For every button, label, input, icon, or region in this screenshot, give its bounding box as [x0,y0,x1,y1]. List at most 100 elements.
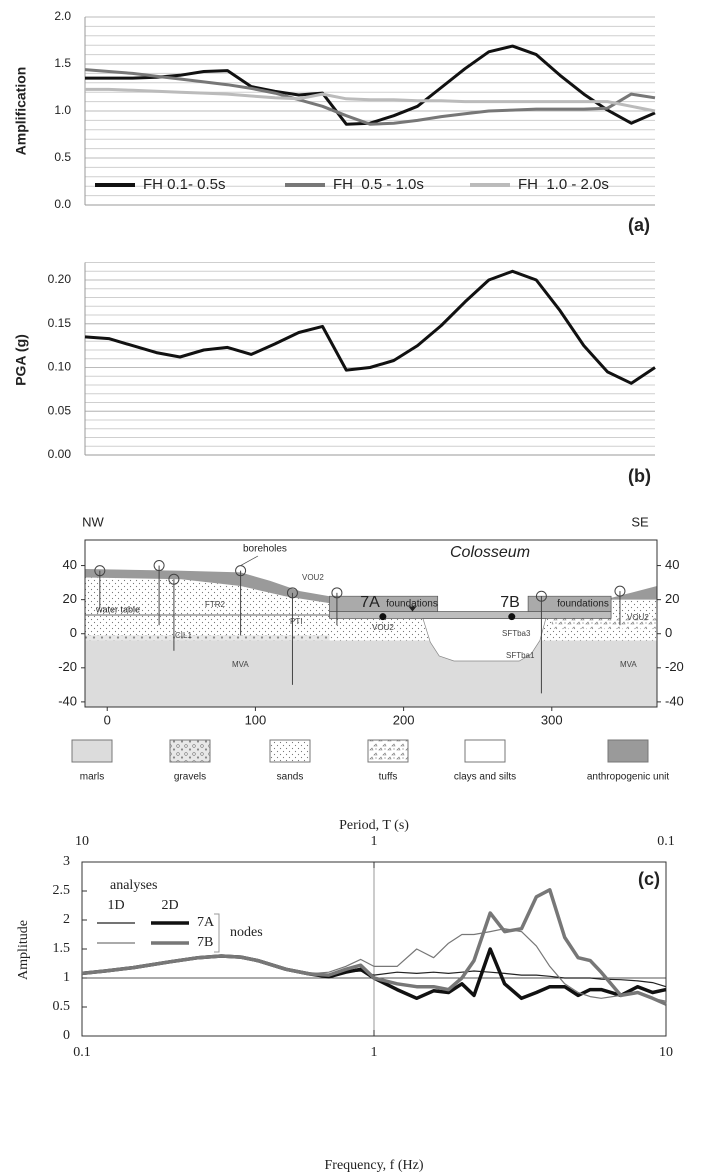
y-tick-label: 3 [63,854,70,869]
legend-label: sands [277,772,304,783]
marls [85,640,657,707]
y-tick-label: 1 [63,970,70,985]
legend-label: FH 0.1- 0.5s [143,176,226,193]
anthropogenic [85,569,330,604]
y-tick-label: 40 [63,557,77,572]
y-axis-title: Amplitude [16,920,31,980]
unit-label: SFTba1 [506,651,535,660]
legend-column: 1D [107,898,124,913]
clays [422,618,547,662]
legend-label: anthropogenic unit [587,772,670,783]
gravels [85,635,330,641]
borehole-head [286,587,298,599]
y-tick-label: 0 [70,625,77,640]
x2-tick-label: 10 [75,834,89,849]
data-line [85,87,656,113]
unit-label: VOU2 [627,613,649,622]
annotation: foundations [386,599,438,610]
data-line [85,44,656,126]
borehole-head [153,560,165,572]
borehole-head [614,585,626,597]
x-tick-label: 200 [393,712,415,727]
y-axis-title: Amplification [13,67,29,156]
y-tick-label: 0.5 [53,999,71,1014]
x-tick-label: 1 [371,1045,378,1060]
anthropogenic [551,586,657,600]
x-tick-label: 0.1 [73,1045,91,1060]
annotation: boreholes [243,544,287,555]
legend-label: marls [80,772,104,783]
panel-label: (a) [628,215,650,235]
unit-label: CIL1 [175,631,192,640]
data-line [84,68,656,126]
legend-swatch [367,739,409,763]
y-tick-label: -40 [58,693,77,708]
legend-label: FH 1.0 - 2.0s [518,176,609,193]
legend-column: 2D [161,898,178,913]
panel-label: (b) [628,466,651,486]
annotation: water table [95,604,140,614]
legend-row: 7A [197,915,215,930]
legend-row: 7B [197,935,213,950]
x-tick-label: 0 [104,712,111,727]
unit-label: VOU2 [372,623,394,632]
data-line [81,888,667,1006]
y-tick-label: 1.5 [54,56,71,70]
x-tick-label: 100 [245,712,267,727]
legend-swatch [169,739,211,763]
tuffs [551,618,657,629]
x2-tick-label: 0.1 [657,834,675,849]
panel-label: (c) [638,869,660,889]
y-tick-label: 0.20 [48,272,72,286]
legend-title: analyses [110,878,157,893]
y-tick-label: 2.0 [54,9,71,23]
section-labels: NW SE Colosseum boreholes water table 7A… [82,514,649,669]
y2-tick-label: 20 [665,591,679,606]
direction-label: NW [82,514,104,529]
data-line [84,269,656,385]
unit-label: SFTba3 [502,629,531,638]
y-tick-label: 1.0 [54,103,71,117]
unit-label: PTI [290,617,302,626]
platform [329,611,612,619]
legend-label: clays and silts [454,772,516,783]
y-tick-label: 0.5 [54,150,71,164]
legend-swatch [464,739,506,763]
legend-label: FH 0.5 - 1.0s [333,176,424,193]
y-tick-label: 1.5 [53,941,71,956]
y-tick-label: 0.05 [48,403,72,417]
unit-label: VOU2 [302,573,324,582]
y2-tick-label: -20 [665,659,684,674]
water-table-marker [408,606,417,612]
y-axis-title: PGA (g) [13,334,29,386]
borehole-head [535,590,547,602]
y-tick-label: 2 [63,912,70,927]
unit-label: MVA [232,660,249,669]
x-tick-label: 300 [541,712,563,727]
legend-label: gravels [174,772,206,783]
y2-tick-label: 40 [665,557,679,572]
y2-tick-label: 0 [665,625,672,640]
unit-label: MVA [620,660,637,669]
node-label: 7A [360,594,380,611]
panel-c-texts: Period, T (s) Frequency, f (Hz) Amplitud… [16,818,660,1173]
legend-swatch [71,739,113,763]
x-tick-label: 10 [659,1045,673,1060]
section-title: Colosseum [450,544,530,561]
y2-tick-label: -40 [665,693,684,708]
borehole-head [94,565,106,577]
legend-swatch [607,739,649,763]
y-tick-label: 0.15 [48,316,72,330]
node [379,613,387,621]
legend-label: tuffs [379,772,398,783]
y-tick-label: 0.00 [48,447,72,461]
node [508,613,516,621]
borehole-pointer [240,555,259,566]
legend-bracket [214,913,220,953]
node-label: 7B [500,594,520,611]
borehole-head [235,565,247,577]
x2-axis-title: Period, T (s) [339,818,409,833]
borehole-head [168,573,180,585]
